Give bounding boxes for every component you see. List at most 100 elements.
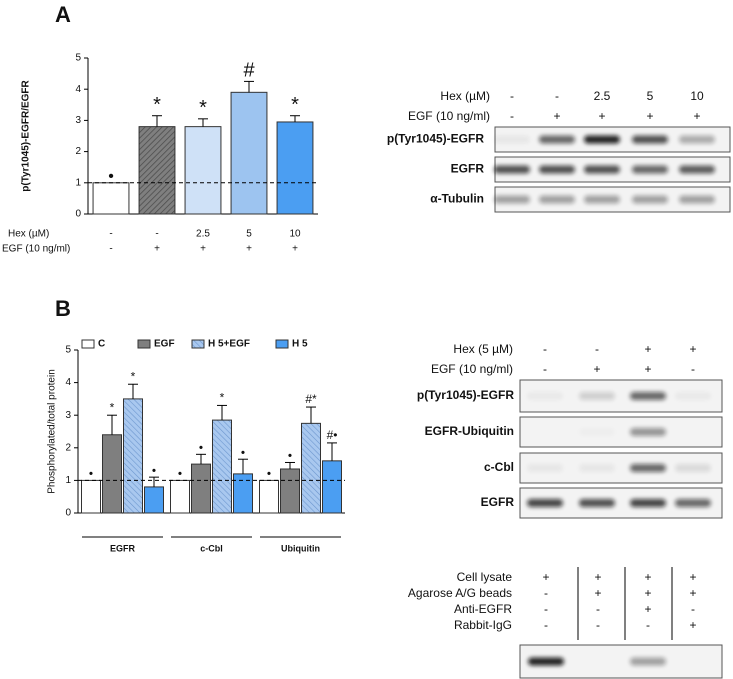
treatment-value: + [246, 244, 252, 255]
band [679, 165, 715, 174]
treatment-value: + [200, 244, 206, 255]
row-label: p(Tyr1045)-EGFR [417, 388, 514, 402]
legend-label: H 5+EGF [208, 339, 250, 350]
band [630, 392, 666, 400]
legend-label: C [98, 339, 105, 350]
bar [230, 91, 268, 215]
bar [144, 486, 164, 514]
band [632, 195, 668, 204]
significance-mark: • [199, 440, 203, 454]
bar [92, 182, 130, 215]
treatment-value: 2.5 [196, 229, 210, 240]
legend-label: EGF [154, 339, 175, 350]
y-tick-label: 4 [65, 377, 71, 388]
condition-value: + [646, 109, 653, 123]
x-tick-label: c-Cbl [200, 543, 223, 553]
condition-value: - [544, 586, 548, 600]
treatment-value: - [155, 229, 158, 240]
significance-mark: * [110, 400, 115, 414]
significance-mark: • [267, 467, 271, 481]
significance-mark: #• [327, 428, 338, 442]
bar [138, 126, 176, 215]
condition-value: + [689, 586, 696, 600]
condition-value: + [689, 618, 696, 632]
treatment-value: - [109, 229, 112, 240]
band [494, 165, 530, 174]
band [579, 464, 615, 472]
condition-value: 10 [690, 89, 704, 103]
row-label: EGFR [481, 495, 515, 509]
legend-swatch [81, 339, 95, 349]
legend-swatch [275, 339, 289, 349]
band [494, 195, 530, 204]
y-tick-label: 4 [75, 84, 81, 95]
row-label: c-Cbl [484, 460, 514, 474]
bar [102, 434, 122, 514]
condition-label: Anti-EGFR [454, 602, 512, 616]
y-tick-label: 5 [65, 345, 71, 356]
row-label: p(Tyr1045)-EGFR [387, 132, 484, 146]
band [630, 428, 666, 436]
treatment-value: 5 [246, 229, 252, 240]
y-axis-label: Phosphorylated/total protein [47, 369, 58, 494]
significance-mark: * [220, 391, 225, 405]
condition-value: - [543, 362, 547, 376]
bar [184, 126, 222, 215]
condition-value: + [594, 586, 601, 600]
row-label: EGFR-Ubiquitin [425, 424, 514, 438]
significance-mark: • [178, 467, 182, 481]
treatment-value: 10 [289, 229, 301, 240]
significance-mark: # [243, 60, 255, 82]
band [527, 499, 563, 507]
condition-value: + [594, 570, 601, 584]
condition-value: - [595, 342, 599, 356]
y-tick-label: 0 [75, 209, 81, 220]
band [539, 135, 575, 144]
y-tick-label: 1 [75, 177, 81, 188]
condition-value: - [596, 618, 600, 632]
condition-value: + [593, 362, 600, 376]
significance-mark: • [152, 463, 156, 477]
condition-value: - [543, 342, 547, 356]
y-tick-label: 2 [75, 146, 81, 157]
treatment-value: + [154, 244, 160, 255]
significance-mark: • [241, 445, 245, 459]
bar [81, 479, 101, 514]
condition-value: + [693, 109, 700, 123]
band [584, 165, 620, 174]
condition-value: + [689, 570, 696, 584]
band [539, 165, 575, 174]
band [584, 135, 620, 144]
condition-value: - [544, 618, 548, 632]
row-label: EGFR [451, 162, 485, 176]
bar [170, 479, 190, 514]
band [630, 464, 666, 472]
y-tick-label: 0 [65, 508, 71, 519]
treatment-value: - [109, 244, 112, 255]
bar [123, 398, 143, 514]
treatment-label: EGF (10 ng/ml) [2, 244, 70, 255]
band [579, 428, 615, 436]
bar [322, 460, 342, 514]
significance-mark: • [89, 467, 93, 481]
y-axis-label: p(Tyr1045)-EGFR/EGFR [21, 79, 32, 191]
condition-value: + [542, 570, 549, 584]
condition-label: Hex (µM) [440, 89, 490, 103]
band [632, 165, 668, 174]
band [527, 392, 563, 400]
significance-mark: • [108, 168, 114, 185]
band [528, 657, 564, 666]
bar [301, 422, 321, 514]
band [679, 195, 715, 204]
panel-label: B [55, 296, 71, 321]
condition-value: + [689, 342, 696, 356]
condition-label: Cell lysate [457, 570, 513, 584]
y-tick-label: 2 [65, 442, 71, 453]
significance-mark: * [199, 97, 207, 119]
condition-value: 5 [647, 89, 654, 103]
y-tick-label: 1 [65, 475, 71, 486]
significance-mark: * [153, 94, 161, 116]
y-tick-label: 5 [75, 53, 81, 64]
condition-value: + [553, 109, 560, 123]
band [579, 392, 615, 400]
